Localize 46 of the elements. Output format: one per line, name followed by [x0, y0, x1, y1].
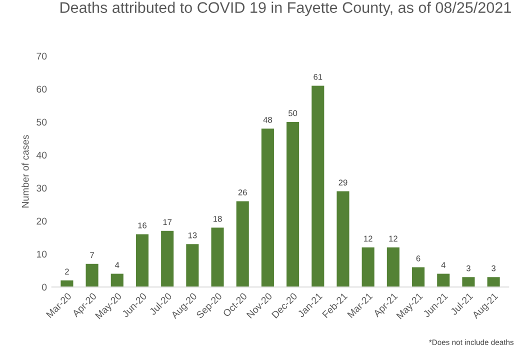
bar: [336, 191, 350, 287]
data-label: 4: [441, 262, 446, 268]
y-tick-label: 0: [42, 284, 47, 291]
y-axis-title: Number of cases: [22, 135, 29, 208]
y-tick-label: 40: [36, 152, 47, 159]
data-label: 18: [214, 216, 222, 222]
bar: [161, 230, 174, 287]
data-label: 12: [389, 236, 398, 242]
data-label: 3: [466, 265, 470, 272]
bar: [386, 247, 400, 287]
bar: [462, 277, 475, 287]
y-tick-label: 50: [36, 118, 47, 126]
data-label: 3: [492, 265, 496, 272]
bar: [136, 234, 149, 287]
y-tick-label: 30: [36, 184, 47, 192]
data-label: 12: [364, 236, 372, 242]
y-tick-label: 10: [36, 250, 47, 258]
bar: [487, 277, 500, 287]
data-label: 29: [338, 180, 348, 186]
data-label: 48: [263, 116, 272, 123]
bar: [261, 128, 274, 287]
bar: [437, 274, 450, 287]
bar: [60, 280, 74, 287]
bar: [110, 274, 124, 287]
data-label: 2: [65, 268, 69, 275]
chart-title: Deaths attributed to COVID 19 in Fayette County, as of 08/25/2021: [60, 2, 511, 16]
bar: [186, 244, 199, 287]
y-tick-label: 70: [36, 52, 47, 60]
bar: [362, 247, 374, 287]
bar: [86, 264, 98, 287]
data-label: 16: [138, 222, 147, 228]
data-label: 17: [163, 219, 172, 226]
data-label: 50: [288, 110, 298, 116]
data-label: 13: [188, 232, 197, 238]
data-label: 4: [115, 262, 120, 268]
y-tick-label: 60: [36, 86, 47, 93]
bar: [312, 86, 324, 287]
bar: [412, 267, 425, 287]
data-label: 6: [416, 255, 420, 262]
bar: [236, 201, 249, 287]
bar: [211, 228, 224, 287]
data-label: 26: [238, 189, 247, 196]
y-tick-label: 20: [36, 218, 47, 225]
data-label: 7: [90, 252, 94, 258]
bar: [286, 122, 300, 287]
data-label: 61: [314, 74, 322, 80]
